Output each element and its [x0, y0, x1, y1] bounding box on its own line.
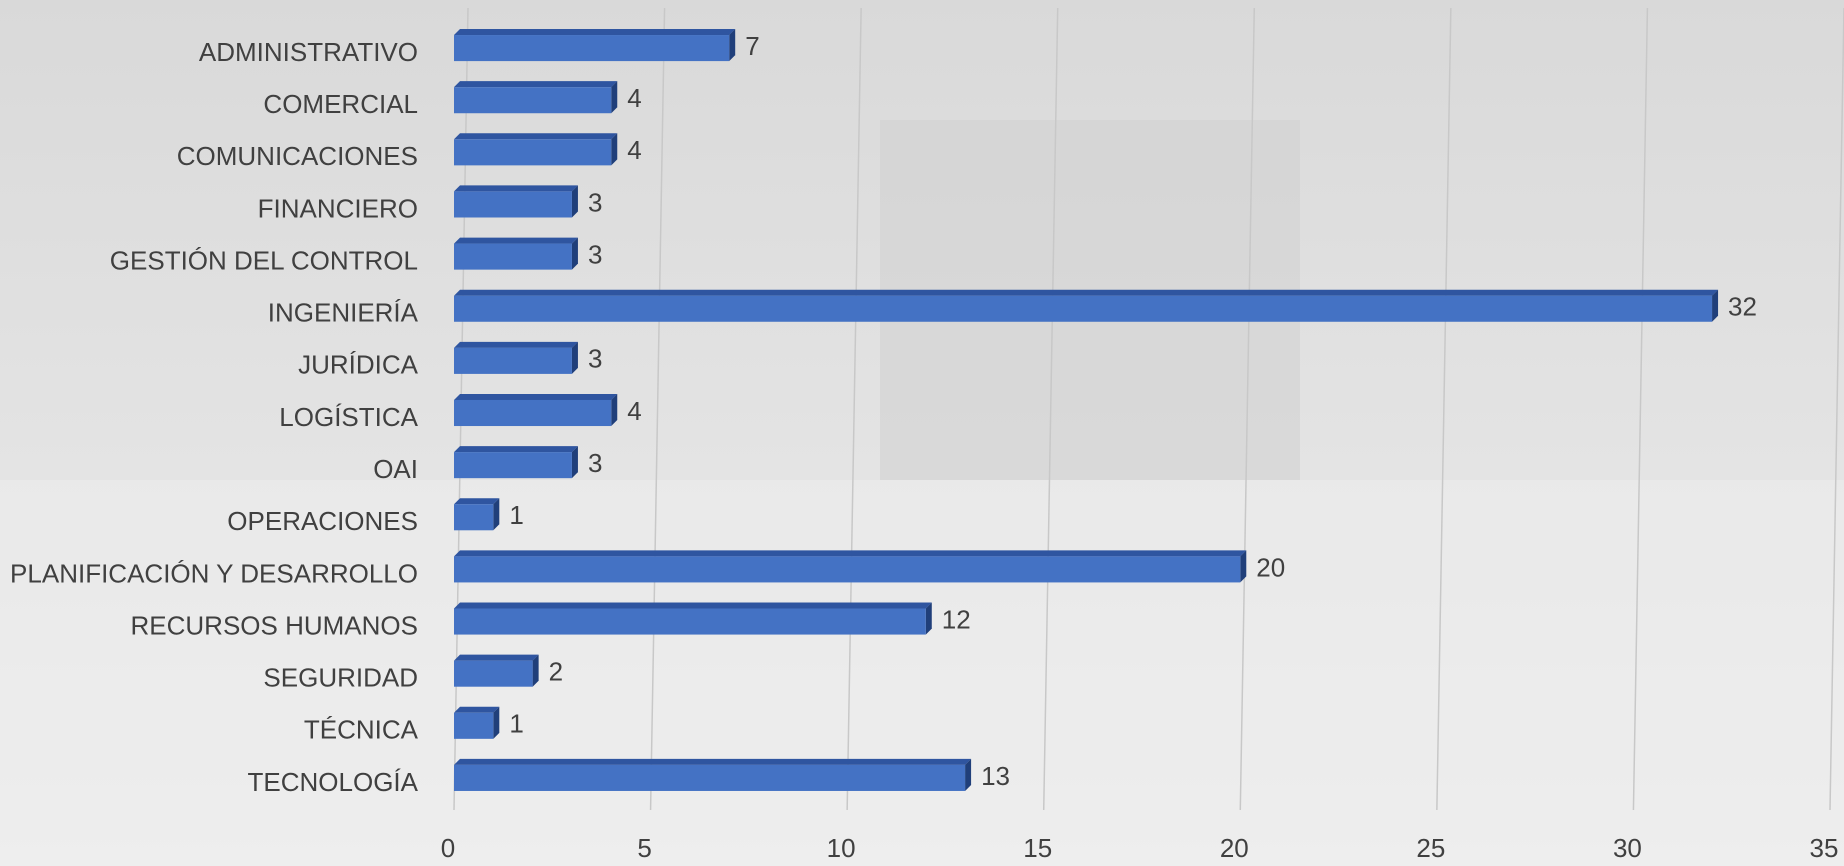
bar: [454, 764, 966, 791]
bar-top: [454, 706, 500, 713]
bar-side: [925, 602, 932, 635]
y-tick-label: JURÍDICA: [298, 350, 419, 380]
x-tick-label: 35: [1810, 833, 1839, 863]
x-tick-label: 25: [1416, 833, 1445, 863]
data-label: 3: [588, 187, 602, 217]
y-tick-label: OAI: [373, 454, 418, 484]
data-label: 32: [1728, 292, 1757, 322]
y-tick-label: OPERACIONES: [227, 506, 418, 536]
bar-side: [611, 81, 618, 114]
data-label: 2: [549, 657, 563, 687]
y-tick-label: SEGURIDAD: [263, 663, 418, 693]
data-label: 3: [588, 448, 602, 478]
grid-line: [1829, 7, 1844, 811]
bar-top: [454, 498, 500, 505]
bar: [454, 556, 1241, 583]
bar: [454, 608, 926, 635]
grid-line: [1042, 7, 1059, 811]
x-tick-label: 10: [827, 833, 856, 863]
bar-side: [729, 29, 736, 62]
bar-top: [454, 133, 618, 140]
x-tick-label: 5: [637, 833, 651, 863]
bar: [454, 295, 1713, 322]
bar-top: [454, 185, 578, 192]
bar: [454, 35, 730, 62]
data-label: 4: [627, 83, 641, 113]
bar: [454, 452, 572, 479]
data-label: 3: [588, 239, 602, 269]
data-label: 3: [588, 344, 602, 374]
data-label: 1: [509, 709, 523, 739]
background-plaza: [0, 480, 1844, 866]
y-tick-label: RECURSOS HUMANOS: [131, 610, 418, 640]
bar-side: [611, 393, 618, 427]
bar-top: [454, 446, 578, 453]
y-tick-label: TÉCNICA: [304, 715, 419, 745]
bar-side: [493, 706, 500, 739]
bar-side: [1240, 550, 1247, 583]
grid-line: [1436, 7, 1452, 811]
bar-side: [571, 446, 578, 479]
y-tick-label: LOGÍSTICA: [279, 402, 418, 432]
bar-side: [532, 654, 539, 687]
x-tick-label: 15: [1023, 833, 1052, 863]
bar: [454, 139, 612, 166]
bar-top: [454, 602, 932, 609]
y-tick-label: INGENIERÍA: [268, 298, 419, 328]
x-tick-label: 0: [441, 833, 455, 863]
bar-top: [454, 237, 578, 244]
y-tick-label: PLANIFICACIÓN Y DESARROLLO: [10, 558, 418, 588]
bar-top: [454, 81, 618, 88]
bar: [454, 399, 612, 427]
bar: [454, 504, 494, 531]
y-tick-label: FINANCIERO: [258, 193, 418, 223]
data-label: 7: [745, 31, 759, 61]
bar-side: [571, 185, 578, 218]
bar: [454, 347, 572, 374]
data-label: 20: [1256, 552, 1285, 582]
grid-line: [1632, 7, 1649, 811]
bar-top: [454, 758, 972, 765]
bar: [454, 243, 572, 270]
bar-side: [571, 341, 578, 374]
data-label: 4: [627, 135, 641, 165]
y-tick-label: ADMINISTRATIVO: [199, 37, 418, 67]
x-tick-label: 20: [1220, 833, 1249, 863]
bar-side: [493, 498, 500, 531]
bar: [454, 191, 572, 218]
bar-top: [454, 654, 539, 661]
y-tick-label: COMERCIAL: [263, 89, 418, 119]
bar-side: [1712, 289, 1719, 322]
data-label: 12: [942, 604, 971, 634]
y-tick-label: GESTIÓN DEL CONTROL: [110, 245, 418, 275]
bar-top: [454, 289, 1719, 296]
y-tick-label: TECNOLOGÍA: [248, 767, 419, 797]
bar: [454, 87, 612, 114]
grid-line: [846, 7, 862, 811]
bar: [454, 712, 494, 739]
grid-line: [649, 7, 666, 811]
bar-side: [571, 237, 578, 270]
grid-line: [1239, 7, 1256, 811]
x-tick-label: 30: [1613, 833, 1642, 863]
bar-top: [454, 341, 578, 348]
bar-top: [454, 393, 618, 400]
data-label: 1: [509, 500, 523, 530]
data-label: 13: [981, 761, 1010, 791]
bar-side: [611, 133, 618, 166]
bar-side: [965, 758, 972, 791]
bar: [454, 660, 533, 687]
y-tick-label: COMUNICACIONES: [177, 141, 418, 171]
data-label: 4: [627, 396, 641, 426]
bar-top: [454, 550, 1247, 557]
bar-top: [454, 29, 736, 36]
